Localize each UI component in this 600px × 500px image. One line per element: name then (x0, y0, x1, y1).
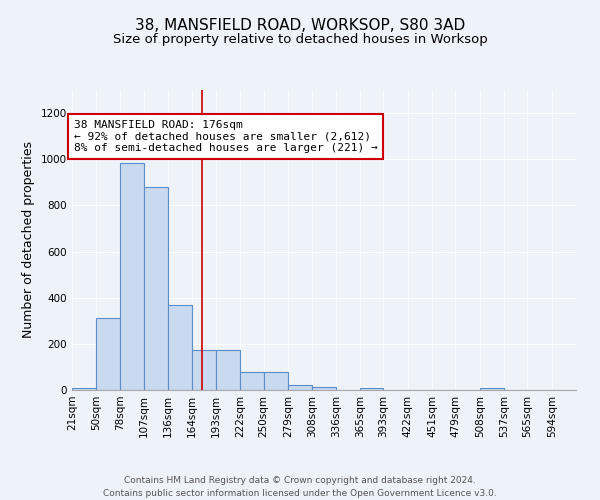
Text: Size of property relative to detached houses in Worksop: Size of property relative to detached ho… (113, 32, 487, 46)
Bar (120, 162, 144, 390)
Text: 38 MANSFIELD ROAD: 176sqm
← 92% of detached houses are smaller (2,612)
8% of sem: 38 MANSFIELD ROAD: 176sqm ← 92% of detac… (74, 120, 377, 153)
Bar (288, 385, 312, 390)
Bar (360, 388, 383, 390)
Bar (480, 388, 504, 390)
Bar (96, 318, 120, 390)
Bar (240, 372, 264, 390)
Bar (168, 304, 192, 390)
Bar (216, 350, 240, 390)
Text: Contains HM Land Registry data © Crown copyright and database right 2024.
Contai: Contains HM Land Registry data © Crown c… (103, 476, 497, 498)
Bar (72, 388, 96, 390)
Bar (144, 187, 168, 390)
Bar (312, 386, 336, 390)
Bar (192, 350, 216, 390)
Y-axis label: Number of detached properties: Number of detached properties (22, 142, 35, 338)
Text: 38, MANSFIELD ROAD, WORKSOP, S80 3AD: 38, MANSFIELD ROAD, WORKSOP, S80 3AD (135, 18, 465, 32)
Bar (264, 372, 288, 390)
